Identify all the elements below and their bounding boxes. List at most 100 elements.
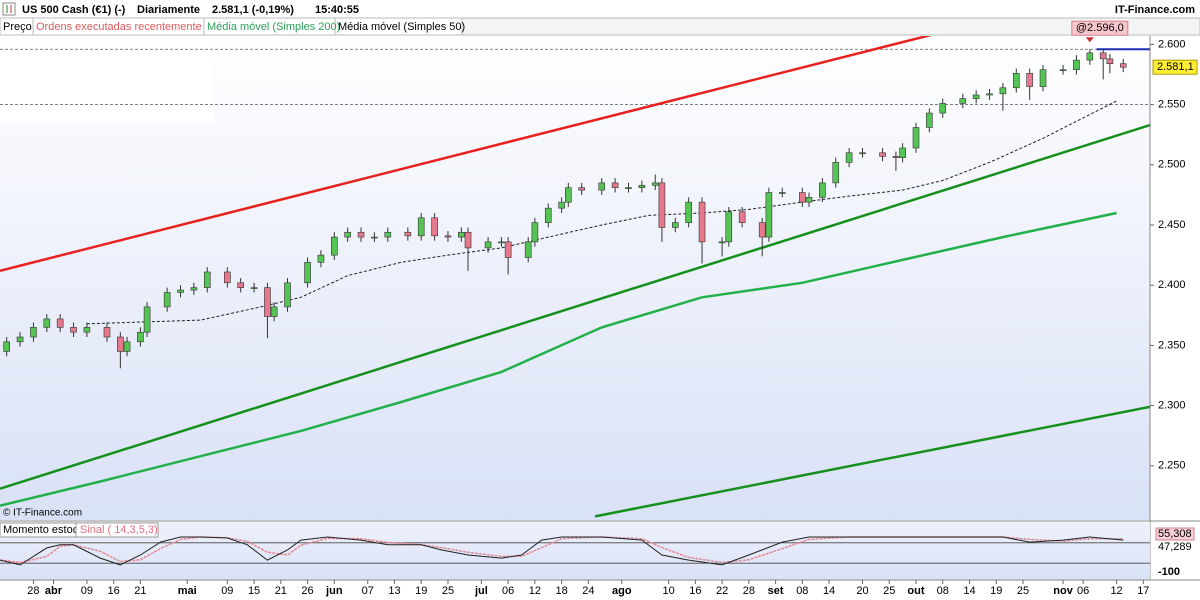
candle-body — [344, 231, 351, 238]
candle-body — [972, 94, 980, 99]
stochastic-value: 47,289 — [1158, 541, 1192, 553]
stochastic-layer — [0, 536, 1150, 566]
candle-body — [625, 187, 632, 190]
candle-body — [959, 98, 967, 104]
instrument-icon[interactable] — [2, 2, 16, 16]
x-tick-label: 09 — [221, 585, 233, 597]
candle-body — [384, 231, 392, 238]
x-tick-label: 12 — [529, 585, 541, 597]
candle-body — [264, 287, 271, 317]
moving-average — [86, 100, 1117, 325]
x-tick-label: 15 — [248, 585, 260, 597]
x-tick-label: 17 — [1137, 585, 1149, 597]
candle-body — [1073, 59, 1080, 71]
legend-series[interactable]: Média móvel (Simples 200) — [207, 21, 340, 33]
candle-body — [270, 306, 278, 317]
candle-body — [1119, 63, 1127, 68]
plot-layer — [0, 36, 1150, 518]
x-tick-label: set — [768, 585, 784, 597]
candle-body — [1026, 73, 1033, 87]
high-label: @2.596,0 — [1076, 22, 1124, 34]
legend-item-box[interactable] — [334, 17, 463, 36]
x-tick-label: 13 — [388, 585, 400, 597]
candle-body — [1086, 52, 1094, 61]
candle-body — [685, 201, 692, 223]
header-bar — [0, 0, 1200, 18]
x-tick-label: 08 — [796, 585, 808, 597]
candle-body — [859, 152, 866, 155]
x-tick-label: 14 — [823, 585, 835, 597]
candle-body — [558, 201, 565, 209]
candle-body — [1012, 73, 1020, 89]
candle-body — [805, 197, 813, 203]
legend-orders[interactable]: Ordens executadas recentemente — [36, 21, 202, 33]
x-tick-label: 21 — [134, 585, 146, 597]
candle-body — [778, 192, 786, 194]
candle-body — [504, 241, 512, 258]
x-tick-label: 10 — [662, 585, 674, 597]
candle-body — [177, 289, 184, 293]
candle-body — [250, 287, 258, 289]
y-tick-label: 2.550 — [1158, 99, 1186, 111]
candle-body — [203, 271, 211, 288]
candle-body — [331, 236, 338, 256]
x-tick-label: 24 — [582, 585, 594, 597]
candle-body — [524, 241, 532, 258]
x-tick-label: 06 — [502, 585, 514, 597]
x-tick-label: 19 — [990, 585, 1002, 597]
x-tick-label: 25 — [883, 585, 895, 597]
candle-body — [464, 231, 472, 249]
candle-body — [3, 341, 10, 352]
candle-body — [718, 241, 726, 244]
candle-body — [498, 241, 505, 244]
candle-body — [224, 271, 231, 284]
x-tick-label: 25 — [1017, 585, 1029, 597]
candle-body — [658, 182, 666, 228]
x-tick-label: abr — [45, 585, 63, 597]
x-tick-label: 18 — [556, 585, 568, 597]
candle-body — [1039, 69, 1047, 87]
stochastic-value: 55,308 — [1158, 528, 1192, 540]
trend-line — [0, 36, 932, 272]
candle-body — [237, 282, 244, 288]
candle-body — [939, 103, 947, 114]
instrument-name: US 500 Cash (€1) (-) — [22, 4, 126, 16]
candle-body — [899, 147, 906, 158]
candle-body — [999, 87, 1007, 95]
x-tick-label: 25 — [442, 585, 454, 597]
candle-body — [598, 182, 606, 191]
quote: 2.581,1 (-0,19%) — [212, 4, 294, 16]
stochastic-signal-name: Sinal ( 14,3,5,3) — [80, 524, 158, 536]
x-tick-label: 21 — [275, 585, 287, 597]
candle-body — [765, 192, 773, 238]
candle-body — [698, 201, 706, 243]
candle-body — [725, 211, 733, 243]
watermark: © IT-Finance.com — [3, 508, 82, 519]
legend-price[interactable]: Preço — [3, 21, 32, 33]
candle-body — [912, 127, 920, 149]
candle-body — [317, 254, 325, 263]
candle-body — [83, 327, 91, 333]
candle-body — [738, 211, 746, 223]
candle-body — [117, 336, 124, 352]
x-tick-label: 14 — [963, 585, 975, 597]
x-tick-label: 28 — [27, 585, 39, 597]
candle-body — [819, 182, 826, 198]
x-tick-label: jul — [474, 585, 488, 597]
interval: Diariamente — [137, 4, 200, 16]
x-tick-label: 07 — [362, 585, 374, 597]
legend-series[interactable]: Média móvel (Simples 50) — [338, 21, 465, 33]
candle-body — [143, 306, 151, 333]
moving-average — [0, 211, 1117, 507]
candle-body — [578, 187, 585, 191]
candle-body — [16, 336, 24, 343]
x-tick-label: out — [907, 585, 924, 597]
trend-line — [594, 405, 1150, 518]
y-tick-label: 2.450 — [1158, 219, 1186, 231]
candle-body — [30, 327, 37, 338]
x-tick-label: 08 — [937, 585, 949, 597]
y-tick-label: 2.350 — [1158, 339, 1186, 351]
high-label-box — [1071, 20, 1129, 36]
